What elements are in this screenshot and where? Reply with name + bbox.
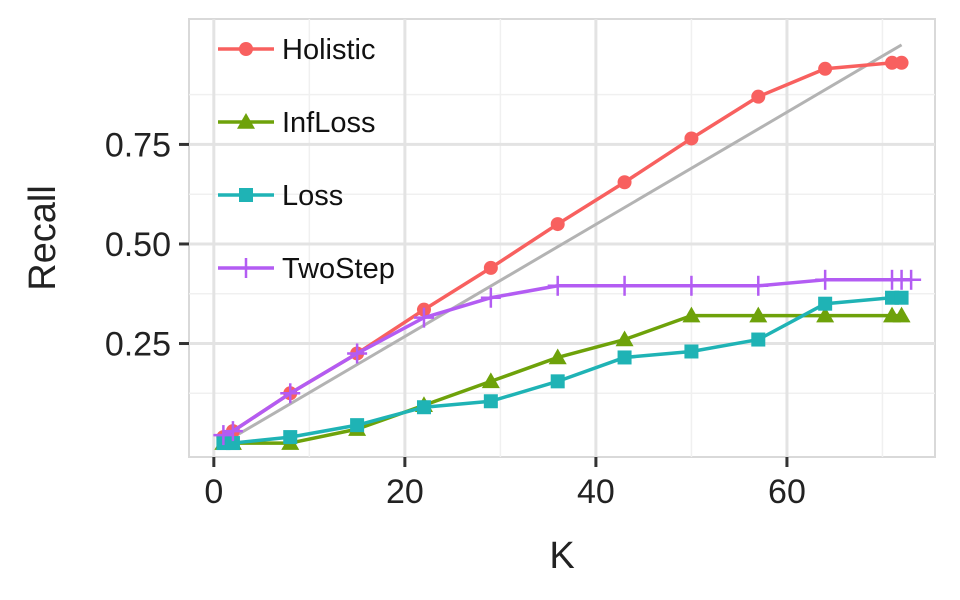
data-point-twostep (614, 275, 635, 296)
data-point-infloss (481, 372, 500, 389)
data-point-loss (416, 400, 431, 415)
data-point-loss (617, 350, 632, 365)
data-point-twostep (901, 269, 922, 290)
data-point-loss (350, 418, 365, 433)
plot-panel (188, 18, 936, 458)
legend-label-loss: Loss (282, 180, 343, 212)
x-tick-label: 20 (386, 473, 424, 511)
data-point-holistic (751, 89, 766, 104)
data-point-twostep (347, 343, 368, 364)
y-tick-label: 0.75 (105, 126, 171, 164)
data-point-loss (550, 374, 565, 389)
y-tick-label: 0.50 (105, 226, 171, 264)
reference-diagonal-line (222, 43, 903, 445)
data-point-holistic (894, 55, 909, 70)
data-point-infloss (816, 306, 835, 323)
legend-item-holistic: Holistic (218, 34, 375, 66)
data-point-loss (283, 430, 298, 445)
data-point-twostep (480, 287, 501, 308)
data-point-twostep (547, 275, 568, 296)
series-line-twostep (222, 278, 912, 437)
data-point-twostep (748, 275, 769, 296)
data-point-twostep (280, 383, 301, 404)
y-axis-title: Recall (22, 185, 64, 291)
axes: 0 20 40 60 0.25 0.50 0.75 (105, 126, 806, 511)
data-point-loss (751, 332, 766, 347)
legend-label-holistic: Holistic (282, 34, 375, 66)
data-point-infloss (548, 348, 567, 365)
legend-label-twostep: TwoStep (282, 253, 395, 285)
data-point-twostep (413, 307, 434, 328)
data-point-infloss (615, 330, 634, 347)
data-point-loss (684, 344, 699, 359)
x-axis-title: K (549, 535, 574, 577)
legend-item-twostep: TwoStep (218, 253, 395, 285)
data-point-holistic (818, 61, 833, 76)
data-point-holistic (550, 217, 565, 232)
series-twostep (213, 269, 922, 446)
series-group (213, 55, 922, 451)
data-point-loss (483, 394, 498, 409)
data-point-infloss (892, 306, 911, 323)
series-loss (216, 290, 909, 451)
data-point-holistic (483, 260, 498, 275)
legend-item-infloss: InfLoss (218, 107, 376, 139)
data-point-infloss (682, 306, 701, 323)
x-tick-label: 40 (577, 473, 615, 511)
legend-item-loss: Loss (218, 180, 343, 212)
x-tick-label: 0 (204, 473, 223, 511)
y-tick-label: 0.25 (105, 326, 171, 364)
legend-label-infloss: InfLoss (282, 107, 376, 139)
legend-marker-twostep (236, 258, 256, 278)
data-point-twostep (222, 421, 243, 442)
reference-line (222, 43, 903, 445)
legend-marker-loss (239, 188, 253, 202)
legend: Holistic InfLoss Loss TwoStep (218, 34, 395, 285)
data-point-loss (894, 290, 909, 305)
legend-marker-holistic (239, 42, 253, 56)
data-point-holistic (617, 175, 632, 190)
data-point-infloss (749, 306, 768, 323)
data-point-holistic (684, 131, 699, 146)
data-point-twostep (213, 425, 234, 446)
legend-marker-infloss (237, 113, 255, 129)
data-point-loss (225, 436, 240, 451)
data-point-twostep (815, 269, 836, 290)
x-tick-label: 60 (768, 473, 806, 511)
data-point-loss (818, 296, 833, 311)
data-point-twostep (681, 275, 702, 296)
